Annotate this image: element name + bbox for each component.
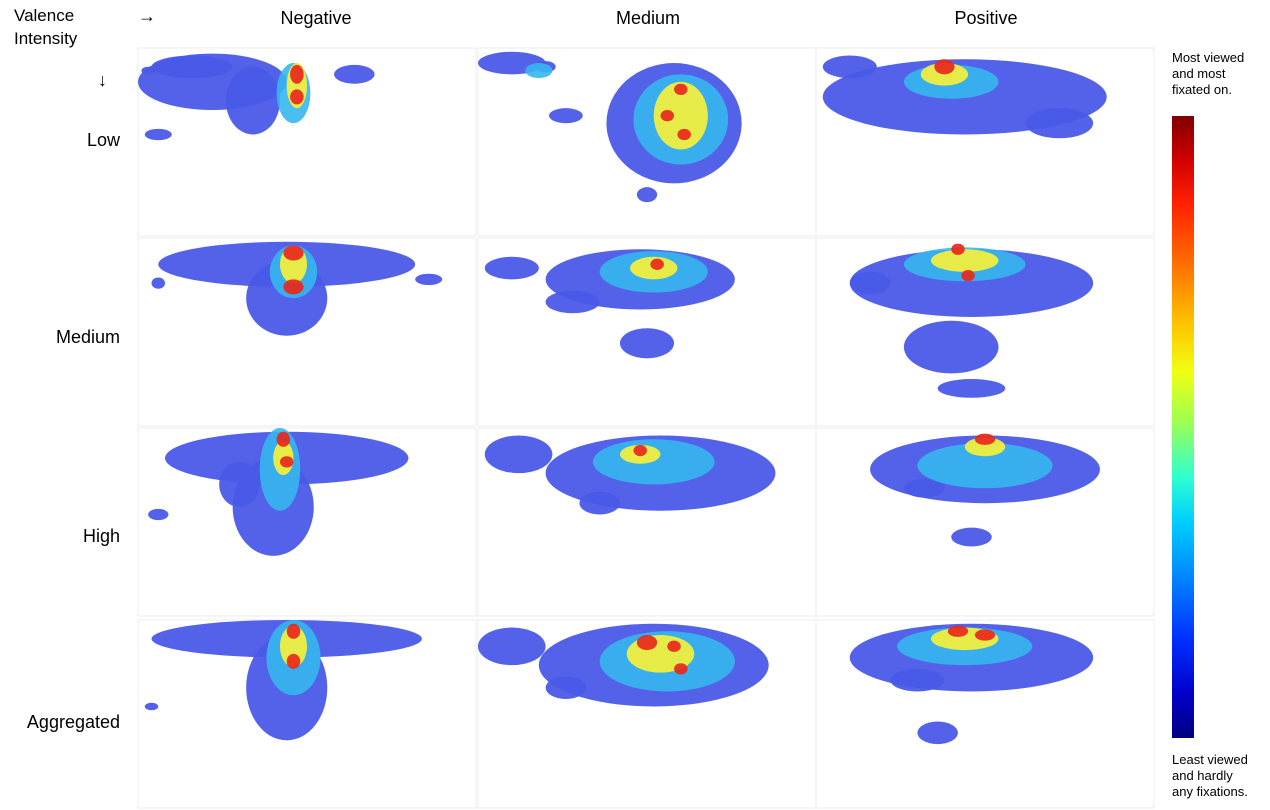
heatmap-panel-medium-positive-blob-b-1 [903, 320, 999, 374]
heatmap-panel-high-positive-blob-r-0 [974, 433, 996, 445]
row-axis-arrow: ↓ [98, 70, 107, 90]
column-header-negative: Negative [280, 8, 352, 28]
column-header-positive: Positive [954, 8, 1018, 28]
heatmap-panel-aggregated-positive [815, 619, 1155, 809]
heatmap-panel-high-negative-blob-r-1 [279, 456, 294, 468]
heatmap-panel-medium-positive-blob-y-0 [930, 249, 999, 272]
heatmap-panel-aggregated-negative [137, 619, 477, 809]
heatmap-panel-aggregated-medium-blob-r-0 [636, 635, 658, 651]
heatmap-panel-medium-medium-blob-b-2 [545, 290, 600, 314]
colorbar-bottom-label: Least viewed and hardly any fixations. [1172, 752, 1268, 800]
heatmap-panel-aggregated-negative-blob-y-0 [279, 625, 308, 667]
heatmap-panel-low-negative-blob-r-1 [290, 89, 304, 105]
heatmap-panel-low-negative-blob-r-0 [290, 64, 304, 84]
colorbar-top-line-1: Most viewed [1172, 50, 1245, 65]
colorbar [1172, 116, 1194, 738]
heatmap-panel-medium-medium [477, 237, 817, 427]
heatmap-panel-low-positive [815, 47, 1155, 237]
heatmap-panel-high-positive-blob-b-1 [903, 478, 945, 498]
heatmap-panel-high-negative-blob-b-3 [148, 508, 169, 521]
heatmap-panel-medium-medium-blob-b-3 [619, 328, 675, 359]
heatmap-panel-high-medium-blob-c-0 [592, 439, 715, 485]
heatmap-panel-aggregated-medium-blob-b-1 [478, 627, 546, 666]
heatmap-panel-aggregated-medium [477, 619, 817, 809]
heatmap-panel-aggregated-negative-blob-r-1 [286, 653, 301, 669]
heatmap-panel-medium-negative-blob-b-2 [151, 277, 166, 289]
column-axis-arrow: → [138, 6, 156, 26]
heatmap-grid [137, 47, 1155, 809]
heatmap-panel-aggregated-positive-blob-r-1 [974, 629, 996, 641]
heatmap-panel-aggregated-negative-blob-r-0 [286, 623, 301, 639]
heatmap-panel-aggregated-medium-blob-b-2 [545, 676, 587, 699]
heatmap-panel-low-negative-blob-b-5 [141, 66, 155, 75]
heatmap-panel-aggregated-positive-blob-b-1 [890, 668, 945, 692]
heatmap-panel-low-positive-blob-b-1 [822, 55, 877, 79]
row-header-aggregated: Aggregated [26, 712, 120, 732]
heatmap-panel-medium-negative-blob-r-1 [283, 279, 304, 295]
heatmap-panel-medium-positive-blob-b-2 [937, 379, 1006, 398]
heatmap-panel-high-medium-blob-b-1 [484, 435, 553, 474]
corner-label-line-1: Valence [14, 6, 75, 25]
heatmap-panel-high-medium-blob-r-0 [633, 444, 647, 457]
heatmap-panel-aggregated-positive-blob-r-0 [947, 625, 969, 637]
heatmap-panel-low-medium-blob-c-1 [525, 63, 553, 79]
heatmap-panel-low-medium-blob-y-0 [653, 81, 708, 150]
heatmap-panel-medium-negative-blob-b-3 [415, 273, 443, 285]
colorbar-top-label: Most viewed and most fixated on. [1172, 50, 1268, 98]
corner-label-line-2: Intensity [14, 29, 78, 48]
heatmap-panel-medium-positive-blob-r-1 [961, 269, 975, 282]
heatmap-panel-high-negative [137, 427, 477, 617]
heatmap-panel-low-medium [477, 47, 817, 237]
heatmap-panel-high-positive-blob-y-0 [964, 437, 1006, 457]
heatmap-panel-medium-medium-blob-r-0 [650, 258, 664, 270]
heatmap-panel-low-negative-blob-b-4 [334, 64, 375, 84]
heatmap-panel-low-negative-blob-b-3 [144, 128, 172, 141]
heatmap-panel-low-medium-blob-b-2 [548, 108, 583, 124]
heatmap-panel-high-positive-blob-b-2 [951, 527, 992, 547]
colorbar-top-line-3: fixated on. [1172, 82, 1232, 97]
heatmap-panel-low-medium-blob-r-0 [674, 83, 688, 95]
heatmap-panel-high-medium-blob-b-2 [579, 491, 620, 515]
column-header-medium: Medium [615, 8, 681, 28]
heatmap-panel-aggregated-medium-blob-r-2 [674, 663, 688, 675]
heatmap-panel-high-negative-blob-b-2 [219, 461, 260, 507]
colorbar-top-line-2: and most [1172, 66, 1226, 81]
colorbar-bottom-line-3: any fixations. [1172, 784, 1248, 799]
heatmap-panel-high-positive-blob-c-0 [917, 443, 1053, 489]
row-header-high: High [82, 526, 120, 546]
heatmap-panel-low-medium-blob-r-2 [677, 128, 691, 141]
heatmap-panel-high-negative-blob-r-0 [276, 431, 291, 447]
heatmap-panel-medium-positive-blob-b-3 [849, 271, 891, 295]
colorbar-bottom-line-2: and hardly [1172, 768, 1233, 783]
heatmap-panel-aggregated-positive-blob-b-2 [917, 721, 958, 745]
heatmap-panel-medium-positive-blob-r-0 [951, 243, 965, 255]
heatmap-panel-aggregated-medium-blob-r-1 [667, 640, 681, 652]
heatmap-panel-medium-negative [137, 237, 477, 427]
heatmap-panel-low-medium-blob-b-3 [636, 187, 658, 203]
row-header-low: Low [86, 130, 120, 150]
heatmap-panel-low-negative [137, 47, 477, 237]
heatmap-panel-low-negative-blob-b-2 [225, 66, 280, 135]
heatmap-panel-low-positive-blob-y-0 [920, 63, 969, 86]
heatmap-panel-medium-positive [815, 237, 1155, 427]
row-header-medium: Medium [55, 327, 120, 347]
corner-label: Valence Intensity [14, 4, 77, 50]
heatmap-panel-low-positive-blob-r-0 [934, 59, 955, 75]
heatmap-panel-medium-negative-blob-r-0 [283, 245, 304, 261]
heatmap-panel-low-positive-blob-b-2 [1025, 108, 1094, 139]
heatmap-panel-high-medium [477, 427, 817, 617]
heatmap-panel-aggregated-negative-blob-b-2 [144, 702, 159, 711]
heatmap-panel-low-negative-blob-b-1 [151, 55, 233, 79]
heatmap-panel-low-medium-blob-r-1 [660, 110, 675, 122]
heatmap-panel-high-positive [815, 427, 1155, 617]
colorbar-bottom-line-1: Least viewed [1172, 752, 1248, 767]
heatmap-panel-medium-medium-blob-b-1 [484, 256, 539, 280]
